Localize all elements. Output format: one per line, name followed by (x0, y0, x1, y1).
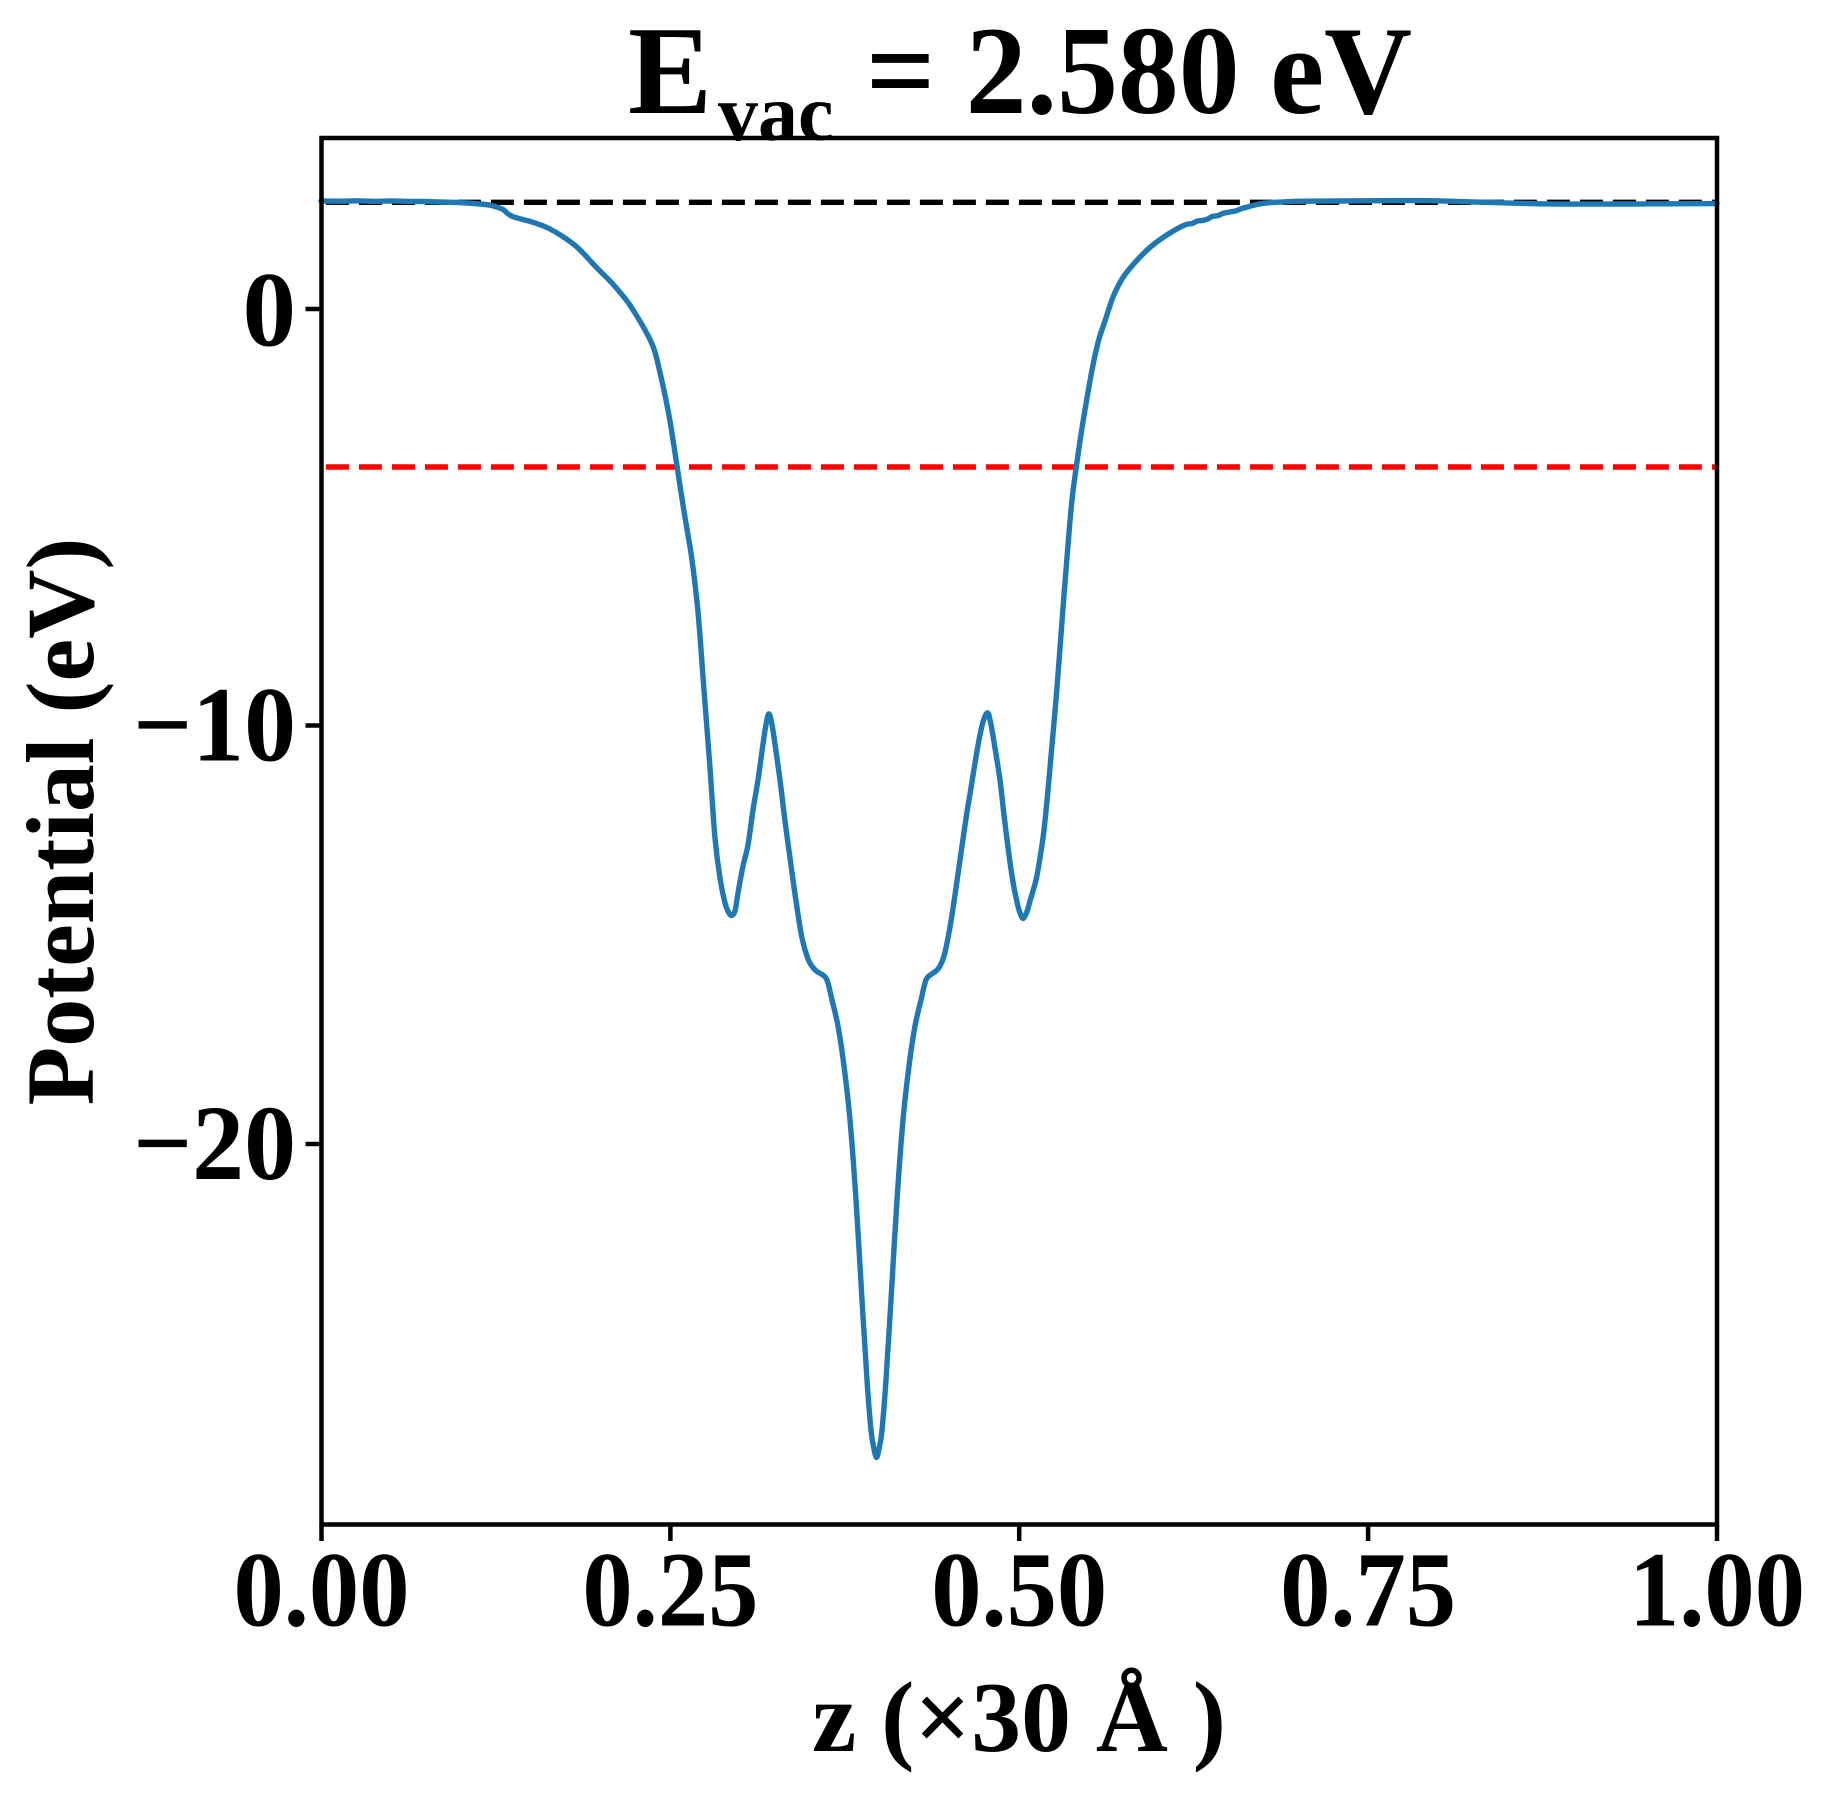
svg-text:0.25: 0.25 (582, 1532, 758, 1650)
svg-text:0.75: 0.75 (1280, 1532, 1456, 1650)
svg-text:0.00: 0.00 (234, 1532, 410, 1650)
svg-text:Potential (eV): Potential (eV) (7, 538, 114, 1106)
svg-text:z (×30 Å ): z (×30 Å ) (812, 1661, 1226, 1773)
svg-text:0.50: 0.50 (931, 1532, 1107, 1650)
svg-text:E: E (628, 2, 712, 141)
svg-text:vac: vac (718, 70, 834, 158)
svg-text:= 2.580 eV: = 2.580 eV (866, 2, 1412, 141)
svg-text:0: 0 (243, 252, 297, 370)
svg-text:1.00: 1.00 (1629, 1532, 1805, 1650)
svg-text:−20: −20 (133, 1085, 296, 1203)
svg-text:−10: −10 (133, 667, 296, 785)
